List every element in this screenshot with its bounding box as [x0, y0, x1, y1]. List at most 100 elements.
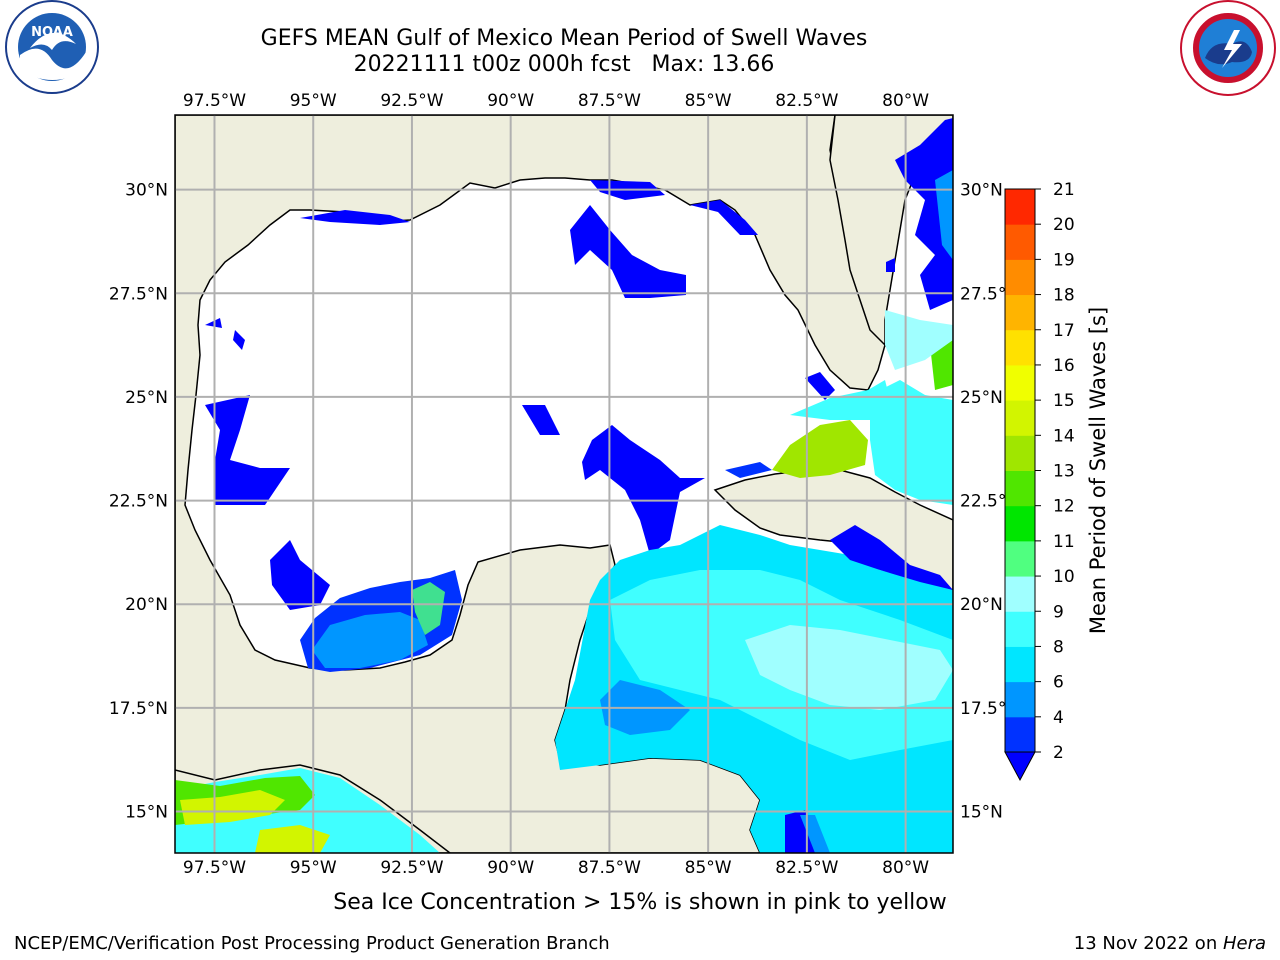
- swell-region-atlantic-green: [930, 340, 953, 390]
- colorbar-segment: [1005, 505, 1035, 542]
- lat-tick-label-left: 22.5°N: [109, 492, 168, 512]
- colorbar-tick-label: 6: [1053, 673, 1064, 693]
- lon-tick-label-bottom: 82.5°W: [775, 858, 838, 878]
- title-line-1: GEFS MEAN Gulf of Mexico Mean Period of …: [260, 26, 868, 51]
- swell-region-campeche-green: [412, 582, 445, 635]
- colorbar-segment: [1005, 611, 1035, 647]
- lat-tick-label-left: 25°N: [125, 388, 168, 408]
- lat-tick-label-right: 25°N: [960, 388, 1003, 408]
- colorbar-tick-label: 9: [1053, 602, 1064, 622]
- swell-region-campeche-inner: [312, 612, 428, 668]
- swell-region-atlantic-patch: [886, 258, 895, 272]
- colorbar-segment: [1005, 470, 1035, 507]
- lat-tick-label-right: 27.5°N: [960, 284, 1019, 304]
- colorbar-tick-label: 8: [1053, 637, 1064, 657]
- chart-title: GEFS MEAN Gulf of Mexico Mean Period of …: [0, 26, 1128, 78]
- colorbar-tick-label: 2: [1053, 743, 1064, 763]
- colorbar-segment: [1005, 716, 1035, 753]
- noaa-logo-text: NOAA: [31, 25, 73, 40]
- lon-tick-label-top: 97.5°W: [183, 91, 246, 111]
- colorbar-tick-label: 13: [1053, 462, 1075, 482]
- gridlines: [175, 115, 953, 853]
- colorbar-segment: [1005, 329, 1035, 366]
- colorbar-segment: [1005, 681, 1035, 718]
- colorbar-segment: [1005, 189, 1035, 225]
- colorbar-segment: [1005, 400, 1035, 436]
- lat-tick-label-left: 17.5°N: [109, 699, 168, 719]
- lon-tick-label-top: 95°W: [290, 91, 337, 111]
- swell-region-atlantic-mid: [885, 310, 953, 370]
- lon-tick-label-top: 92.5°W: [380, 91, 443, 111]
- host-name: Hera: [1222, 933, 1266, 954]
- lat-tick-label-right: 17.5°N: [960, 699, 1019, 719]
- colorbar-segment: [1005, 435, 1035, 471]
- colorbar-segment: [1005, 576, 1035, 612]
- lon-tick-label-top: 80°W: [882, 91, 929, 111]
- swell-region-straits: [772, 420, 868, 478]
- lat-tick-label-left: 30°N: [125, 181, 168, 201]
- colorbar: 2 4 6 8 9 10 11 12 13 14 15 16 17 18 19 20 21 Mean Period…: [1004, 180, 1110, 782]
- swell-region-mid-patch: [522, 405, 560, 435]
- lon-tick-label-top: 85°W: [685, 91, 732, 111]
- colorbar-tick-label: 19: [1053, 250, 1075, 270]
- swell-region-ne-gulf: [570, 205, 686, 298]
- lon-tick-label-bottom: 85°W: [685, 858, 732, 878]
- colorbar-tick-label: 10: [1053, 567, 1075, 587]
- colorbar-tick-label: 15: [1053, 391, 1075, 411]
- swell-region-pacific-yellow: [180, 790, 285, 825]
- noaa-logo: NOAA: [5, 0, 99, 94]
- swell-region-se-gulf: [582, 425, 705, 555]
- title-line-2: 20221111 t00z 000h fcst Max: 13.66: [353, 52, 775, 77]
- colorbar-segment: [1005, 364, 1035, 401]
- lon-tick-label-bottom: 95°W: [290, 858, 337, 878]
- swell-region-sw-blue: [270, 540, 330, 610]
- axis-labels: 97.5°W 97.5°W 95°W 95°W 92.5°W 92.5°W 90°W 90°W…: [109, 91, 1019, 878]
- swell-region-west: [205, 395, 290, 505]
- lon-tick-label-bottom: 80°W: [882, 858, 929, 878]
- sea-ice-note: Sea Ice Concentration > 15% is shown in …: [333, 890, 947, 915]
- swell-region-caribbean-pale: [745, 625, 953, 710]
- colorbar-segment: [1005, 224, 1035, 260]
- colorbar-tick-label: 17: [1053, 321, 1075, 341]
- colorbar-segment: [1005, 294, 1035, 331]
- lat-tick-label-right: 22.5°N: [960, 492, 1019, 512]
- colorbar-extend-arrow: [1004, 751, 1036, 782]
- colorbar-tick-label: 20: [1053, 215, 1075, 235]
- colorbar-tick-label: 14: [1053, 426, 1075, 446]
- nws-logo: [1180, 0, 1276, 96]
- swell-region-atlantic-north2: [935, 170, 953, 260]
- swell-region-straits-blue: [725, 462, 772, 478]
- colorbar-segment: [1005, 259, 1035, 296]
- lon-tick-label-top: 87.5°W: [578, 91, 641, 111]
- lon-tick-label-bottom: 92.5°W: [380, 858, 443, 878]
- swell-region-nw-patch: [233, 330, 245, 350]
- swell-region-straits-cyan: [790, 380, 890, 420]
- lat-tick-label-right: 20°N: [960, 595, 1003, 615]
- map-frame: [174, 114, 954, 854]
- colorbar-segment: [1005, 646, 1035, 683]
- swell-region-north-strip: [300, 210, 410, 225]
- swell-region-atlantic-north: [895, 118, 953, 310]
- colorbar-tick-label: 21: [1053, 180, 1075, 200]
- lat-tick-label-right: 30°N: [960, 181, 1003, 201]
- colorbar-label: Mean Period of Swell Waves [s]: [1086, 307, 1110, 634]
- credit-line: NCEP/EMC/Verification Post Processing Pr…: [14, 933, 610, 954]
- swell-region-pacific-lower: [255, 825, 330, 853]
- lon-tick-label-bottom: 87.5°W: [578, 858, 641, 878]
- colorbar-tick-label: 16: [1053, 356, 1075, 376]
- colorbar-tick-label: 4: [1053, 708, 1064, 728]
- lon-tick-label-bottom: 97.5°W: [183, 858, 246, 878]
- lon-tick-label-top: 90°W: [487, 91, 534, 111]
- swell-region-keys-patch: [805, 372, 835, 400]
- lat-tick-label-left: 27.5°N: [109, 284, 168, 304]
- map-area: [175, 115, 953, 853]
- lat-tick-label-left: 15°N: [125, 803, 168, 823]
- swell-region-atlantic-east: [870, 380, 953, 505]
- colorbar-tick-label: 18: [1053, 286, 1075, 306]
- lat-tick-label-left: 20°N: [125, 595, 168, 615]
- swell-region-nw-caribbean-blue: [830, 525, 953, 590]
- colorbar-segment: [1005, 540, 1035, 577]
- lat-tick-label-right: 15°N: [960, 803, 1003, 823]
- date-stamp: 13 Nov 2022 on Hera: [1074, 933, 1266, 954]
